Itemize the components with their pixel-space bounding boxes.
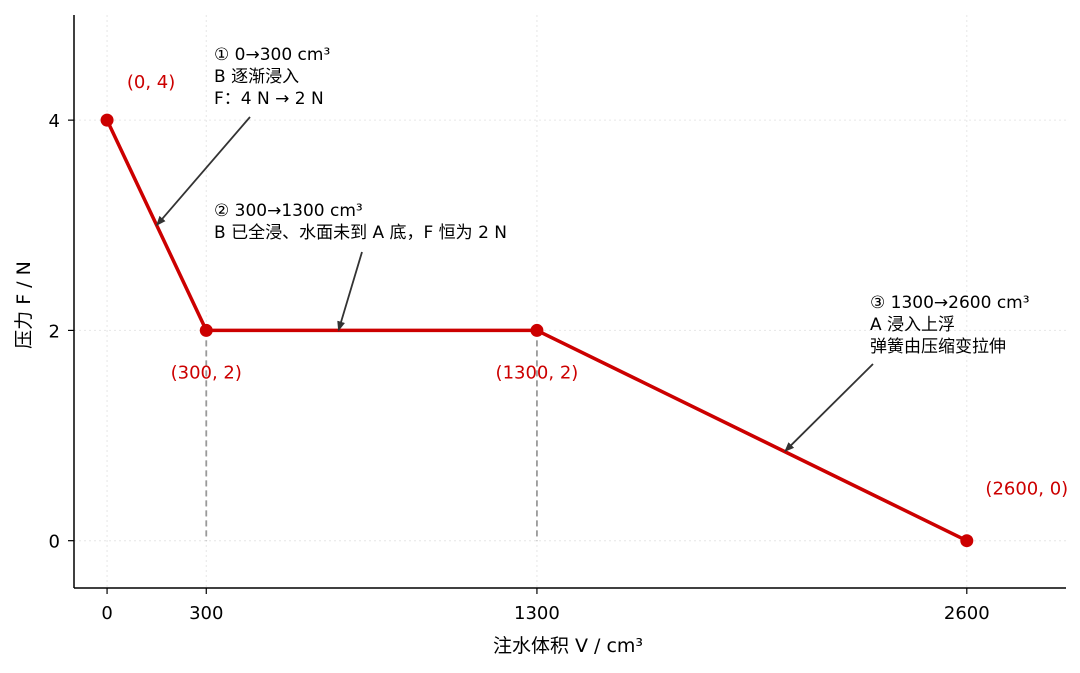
annotation-line: ③ 1300→2600 cm³ [870, 293, 1030, 313]
x-tick-label: 300 [189, 603, 223, 624]
annotation-line: A 浸入上浮 [870, 315, 955, 335]
point-labels: (0, 4) (300, 2) (1300, 2) (2600, 0) [127, 72, 1068, 500]
axis-ticks: 0 300 1300 2600 0 2 4 [49, 111, 990, 624]
data-point [960, 534, 974, 548]
annotation-line: B 已全浸、水面未到 A 底，F 恒为 2 N [214, 223, 507, 243]
y-tick-label: 2 [49, 321, 60, 342]
annotation-text: ③ 1300→2600 cm³ A 浸入上浮弹簧由压缩变拉伸 [870, 293, 1030, 357]
annotation-line: 弹簧由压缩变拉伸 [870, 337, 1006, 357]
data-point [100, 113, 114, 127]
annotation-line: ① 0→300 cm³ [214, 45, 330, 65]
x-tick-label: 2600 [944, 603, 990, 624]
x-axis-label: 注水体积 V / cm³ [493, 635, 643, 657]
annotation-arrow [784, 363, 874, 453]
annotation-arrow [155, 116, 251, 227]
annotations: ① 0→300 cm³ B 逐渐浸入 F：4 N → 2 N ② 300→1300 c… [155, 45, 1030, 453]
point-label: (2600, 0) [985, 479, 1068, 500]
x-tick-label: 0 [101, 603, 112, 624]
grid [74, 15, 1066, 588]
point-label: (1300, 2) [496, 362, 579, 383]
point-label: (300, 2) [171, 362, 242, 383]
x-tick-label: 1300 [514, 603, 560, 624]
y-tick-label: 4 [49, 111, 60, 132]
annotation-text: ① 0→300 cm³ B 逐渐浸入 F：4 N → 2 N [214, 45, 330, 109]
annotation-line: F：4 N → 2 N [214, 89, 324, 109]
annotation-line: B 逐渐浸入 [214, 67, 299, 87]
annotation: ③ 1300→2600 cm³ A 浸入上浮弹簧由压缩变拉伸 [784, 293, 1030, 453]
annotation: ① 0→300 cm³ B 逐渐浸入 F：4 N → 2 N [155, 45, 330, 227]
y-tick-label: 0 [49, 532, 60, 553]
annotation-text: ② 300→1300 cm³ B 已全浸、水面未到 A 底，F 恒为 2 N [214, 201, 507, 243]
annotation-arrow [337, 251, 363, 332]
guide-lines [205, 330, 538, 541]
point-label: (0, 4) [127, 72, 175, 93]
annotation: ② 300→1300 cm³ B 已全浸、水面未到 A 底，F 恒为 2 N [214, 201, 507, 332]
data-point [199, 323, 213, 337]
y-axis-label: 压力 F / N [13, 261, 35, 349]
annotation-line: ② 300→1300 cm³ [214, 201, 363, 221]
data-point [530, 323, 544, 337]
